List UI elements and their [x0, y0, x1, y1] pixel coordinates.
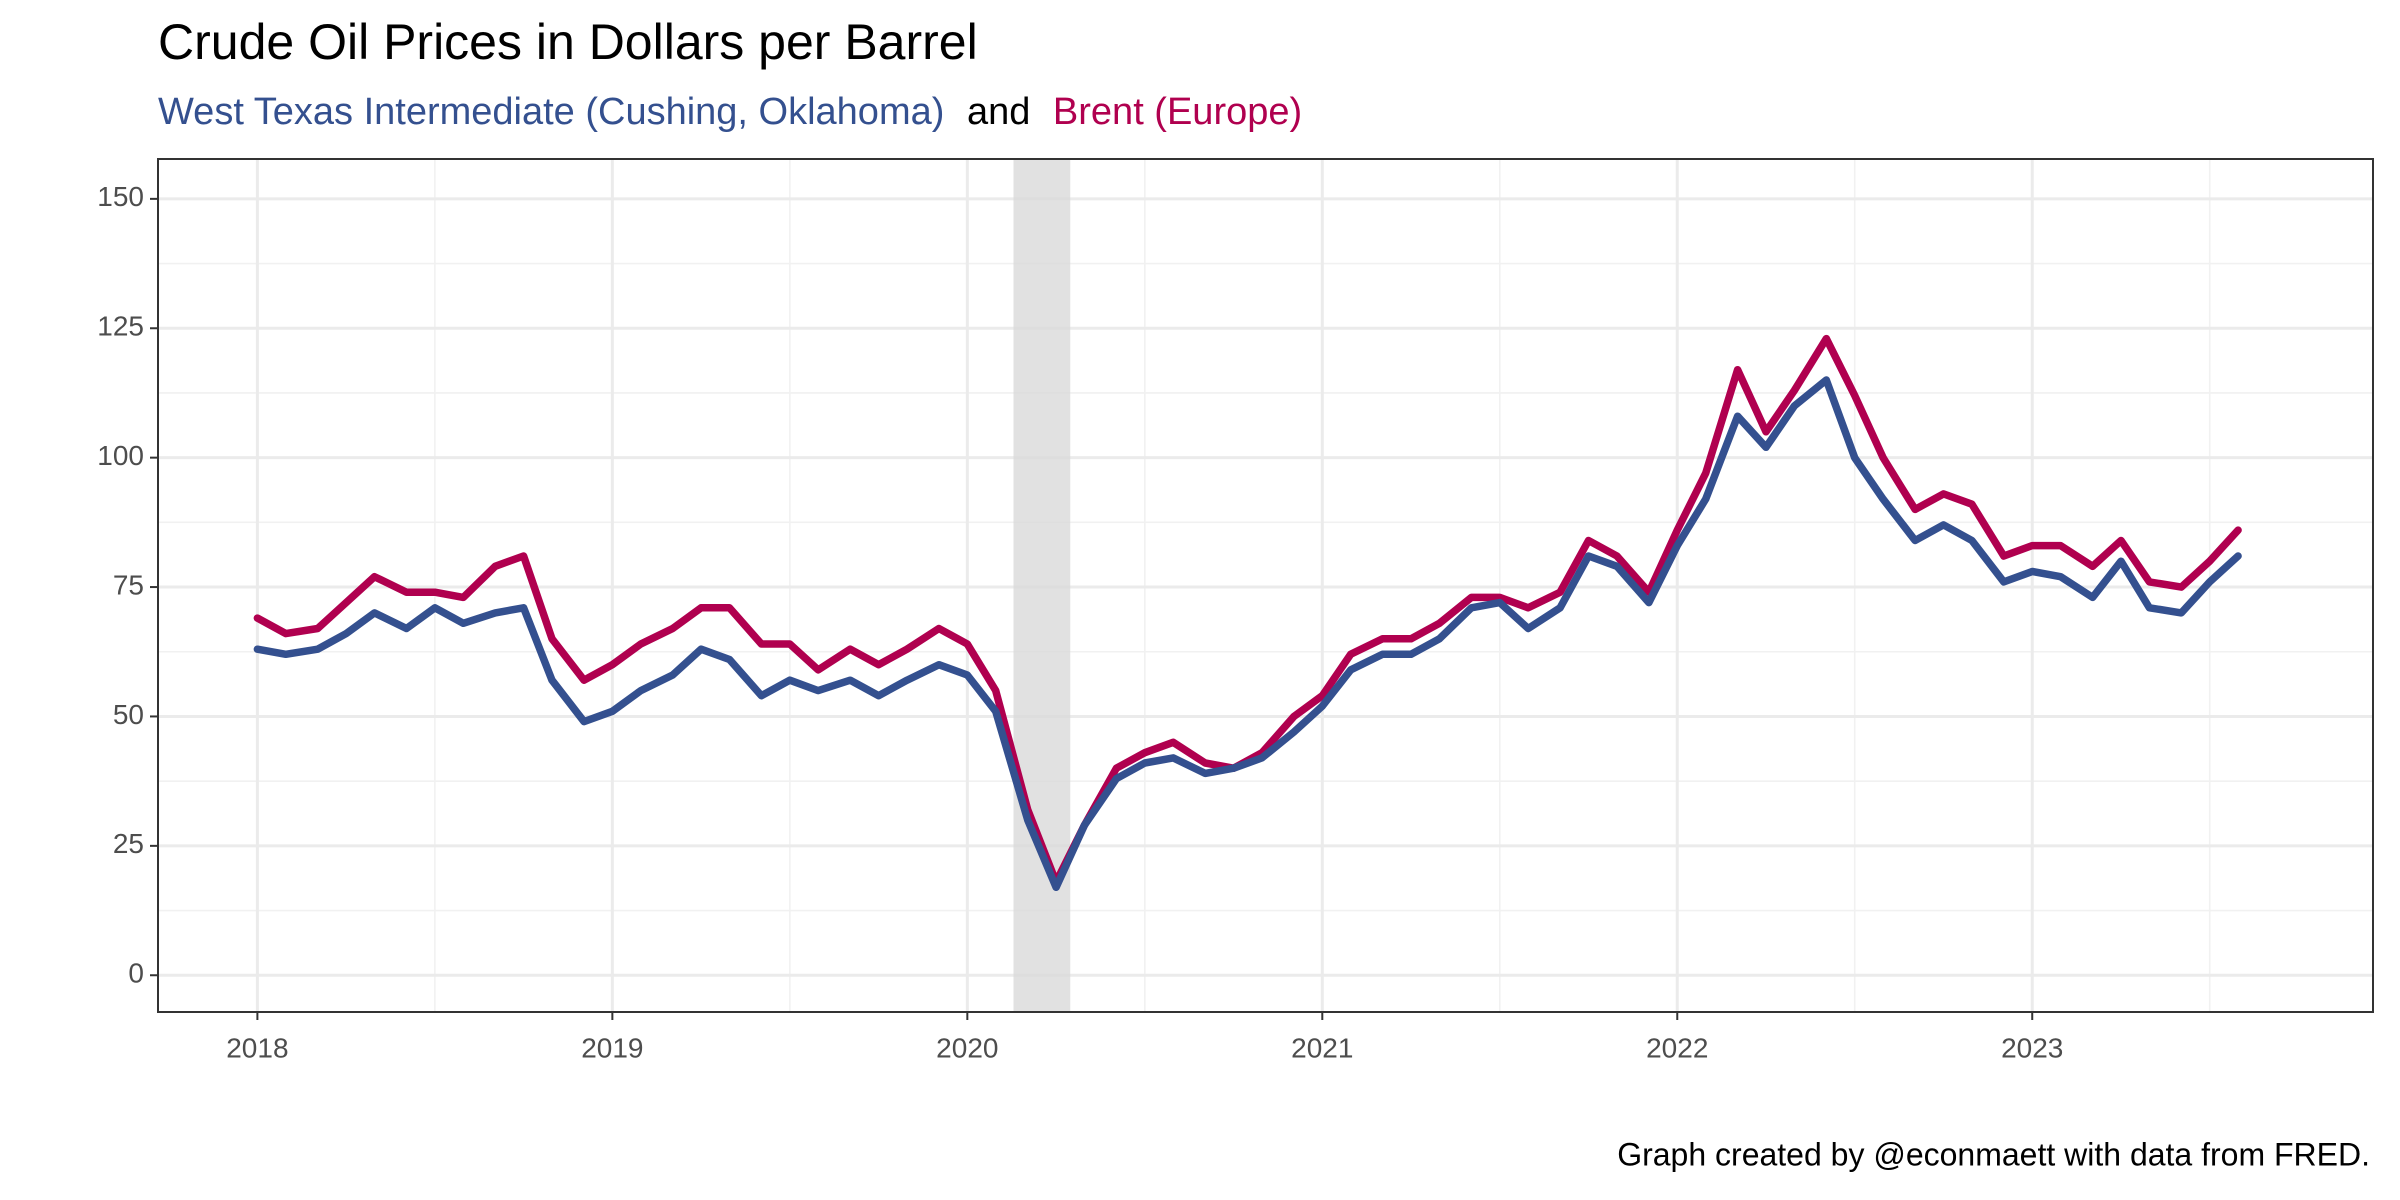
- x-tick-label: 2022: [1646, 1032, 1708, 1063]
- recession-band: [1013, 159, 1071, 1012]
- x-tick-label: 2020: [936, 1032, 998, 1063]
- panel-border: [157, 158, 2374, 1013]
- y-tick-label: 75: [113, 569, 144, 600]
- x-tick-label: 2023: [2001, 1032, 2063, 1063]
- y-tick-label: 50: [113, 699, 144, 730]
- series-line: [253, 376, 2242, 892]
- subtitle-connector: and: [967, 91, 1030, 133]
- y-tick-label: 150: [97, 181, 144, 212]
- x-tick-label: 2021: [1291, 1032, 1353, 1063]
- subtitle-series: West Texas Intermediate (Cushing, Oklaho…: [158, 91, 944, 133]
- y-tick-label: 25: [113, 828, 144, 859]
- chart-subtitle: West Texas Intermediate (Cushing, Oklaho…: [158, 91, 1302, 133]
- y-tick-label: 125: [97, 311, 144, 342]
- y-tick-label: 100: [97, 440, 144, 471]
- x-tick-label: 2018: [226, 1032, 288, 1063]
- series-line: [253, 334, 2242, 886]
- chart-title: Crude Oil Prices in Dollars per Barrel: [158, 14, 978, 70]
- subtitle-series: Brent (Europe): [1053, 91, 1302, 133]
- x-tick-label: 2019: [581, 1032, 643, 1063]
- y-tick-label: 0: [128, 958, 144, 989]
- caption: Graph created by @econmaett with data fr…: [1617, 1136, 2370, 1172]
